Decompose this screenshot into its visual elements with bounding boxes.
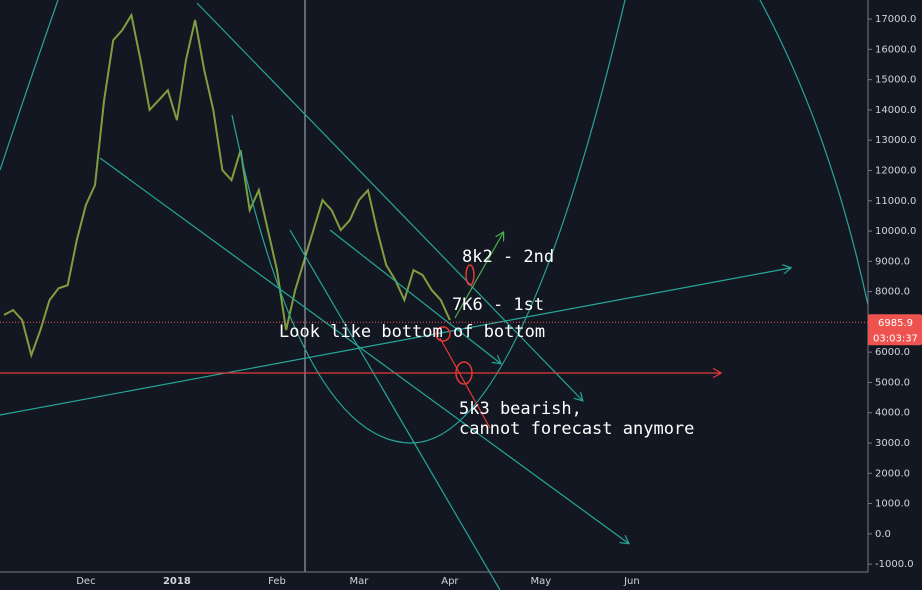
y-tick-label: 2000.0 [875,468,910,479]
annotation: 8k2 - 2nd [462,247,554,267]
y-tick-label: 4000.0 [875,408,910,419]
y-tick-label: 13000.0 [875,135,916,146]
x-tick-label: Apr [441,576,459,587]
annotation: 7K6 - 1st [452,295,544,315]
y-tick-label: 6000.0 [875,347,910,358]
marker-circle [435,326,451,342]
marker-circle [455,361,473,385]
y-tick-label: 16000.0 [875,44,916,55]
y-tick-label: 17000.0 [875,14,916,25]
arrow [454,233,503,319]
y-tick-label: 11000.0 [875,196,916,207]
trend-line [289,229,501,590]
price-series [3,12,451,359]
plot-area [0,0,868,572]
y-tick-label: -1000.0 [875,559,914,570]
y-tick-label: 1000.0 [875,499,910,510]
y-tick-label: 12000.0 [875,165,916,176]
annotation: cannot forecast anymore [459,419,694,439]
last-price-box [868,314,922,346]
trend-curve [0,0,59,171]
trend-curve [759,0,869,306]
x-tick-label: 2018 [163,576,191,587]
x-tick-label: Jun [623,576,640,587]
last-price-label: 6985.9 [878,318,913,329]
y-tick-label: 8000.0 [875,287,910,298]
arrow [439,337,491,429]
x-tick-label: May [531,576,552,587]
y-tick-label: 15000.0 [875,75,916,86]
x-tick-label: Feb [268,576,286,587]
trend-line [99,157,628,543]
annotation: 5k3 bearish, [459,399,582,419]
y-tick-label: 3000.0 [875,438,910,449]
trend-line [196,2,582,400]
trend-line [0,268,790,416]
y-tick-label: 5000.0 [875,377,910,388]
y-tick-label: 10000.0 [875,226,916,237]
x-tick-label: Dec [76,576,95,587]
trend-line [329,229,500,363]
marker-circle [465,264,475,286]
annotation: Look like bottom of bottom [279,322,545,342]
y-tick-label: 0.0 [875,529,891,540]
countdown-label: 03:03:37 [873,333,918,344]
x-tick-label: Mar [349,576,369,587]
drawings [0,0,869,590]
price-line [3,12,451,359]
y-tick-label: 14000.0 [875,105,916,116]
y-tick-label: 9000.0 [875,256,910,267]
